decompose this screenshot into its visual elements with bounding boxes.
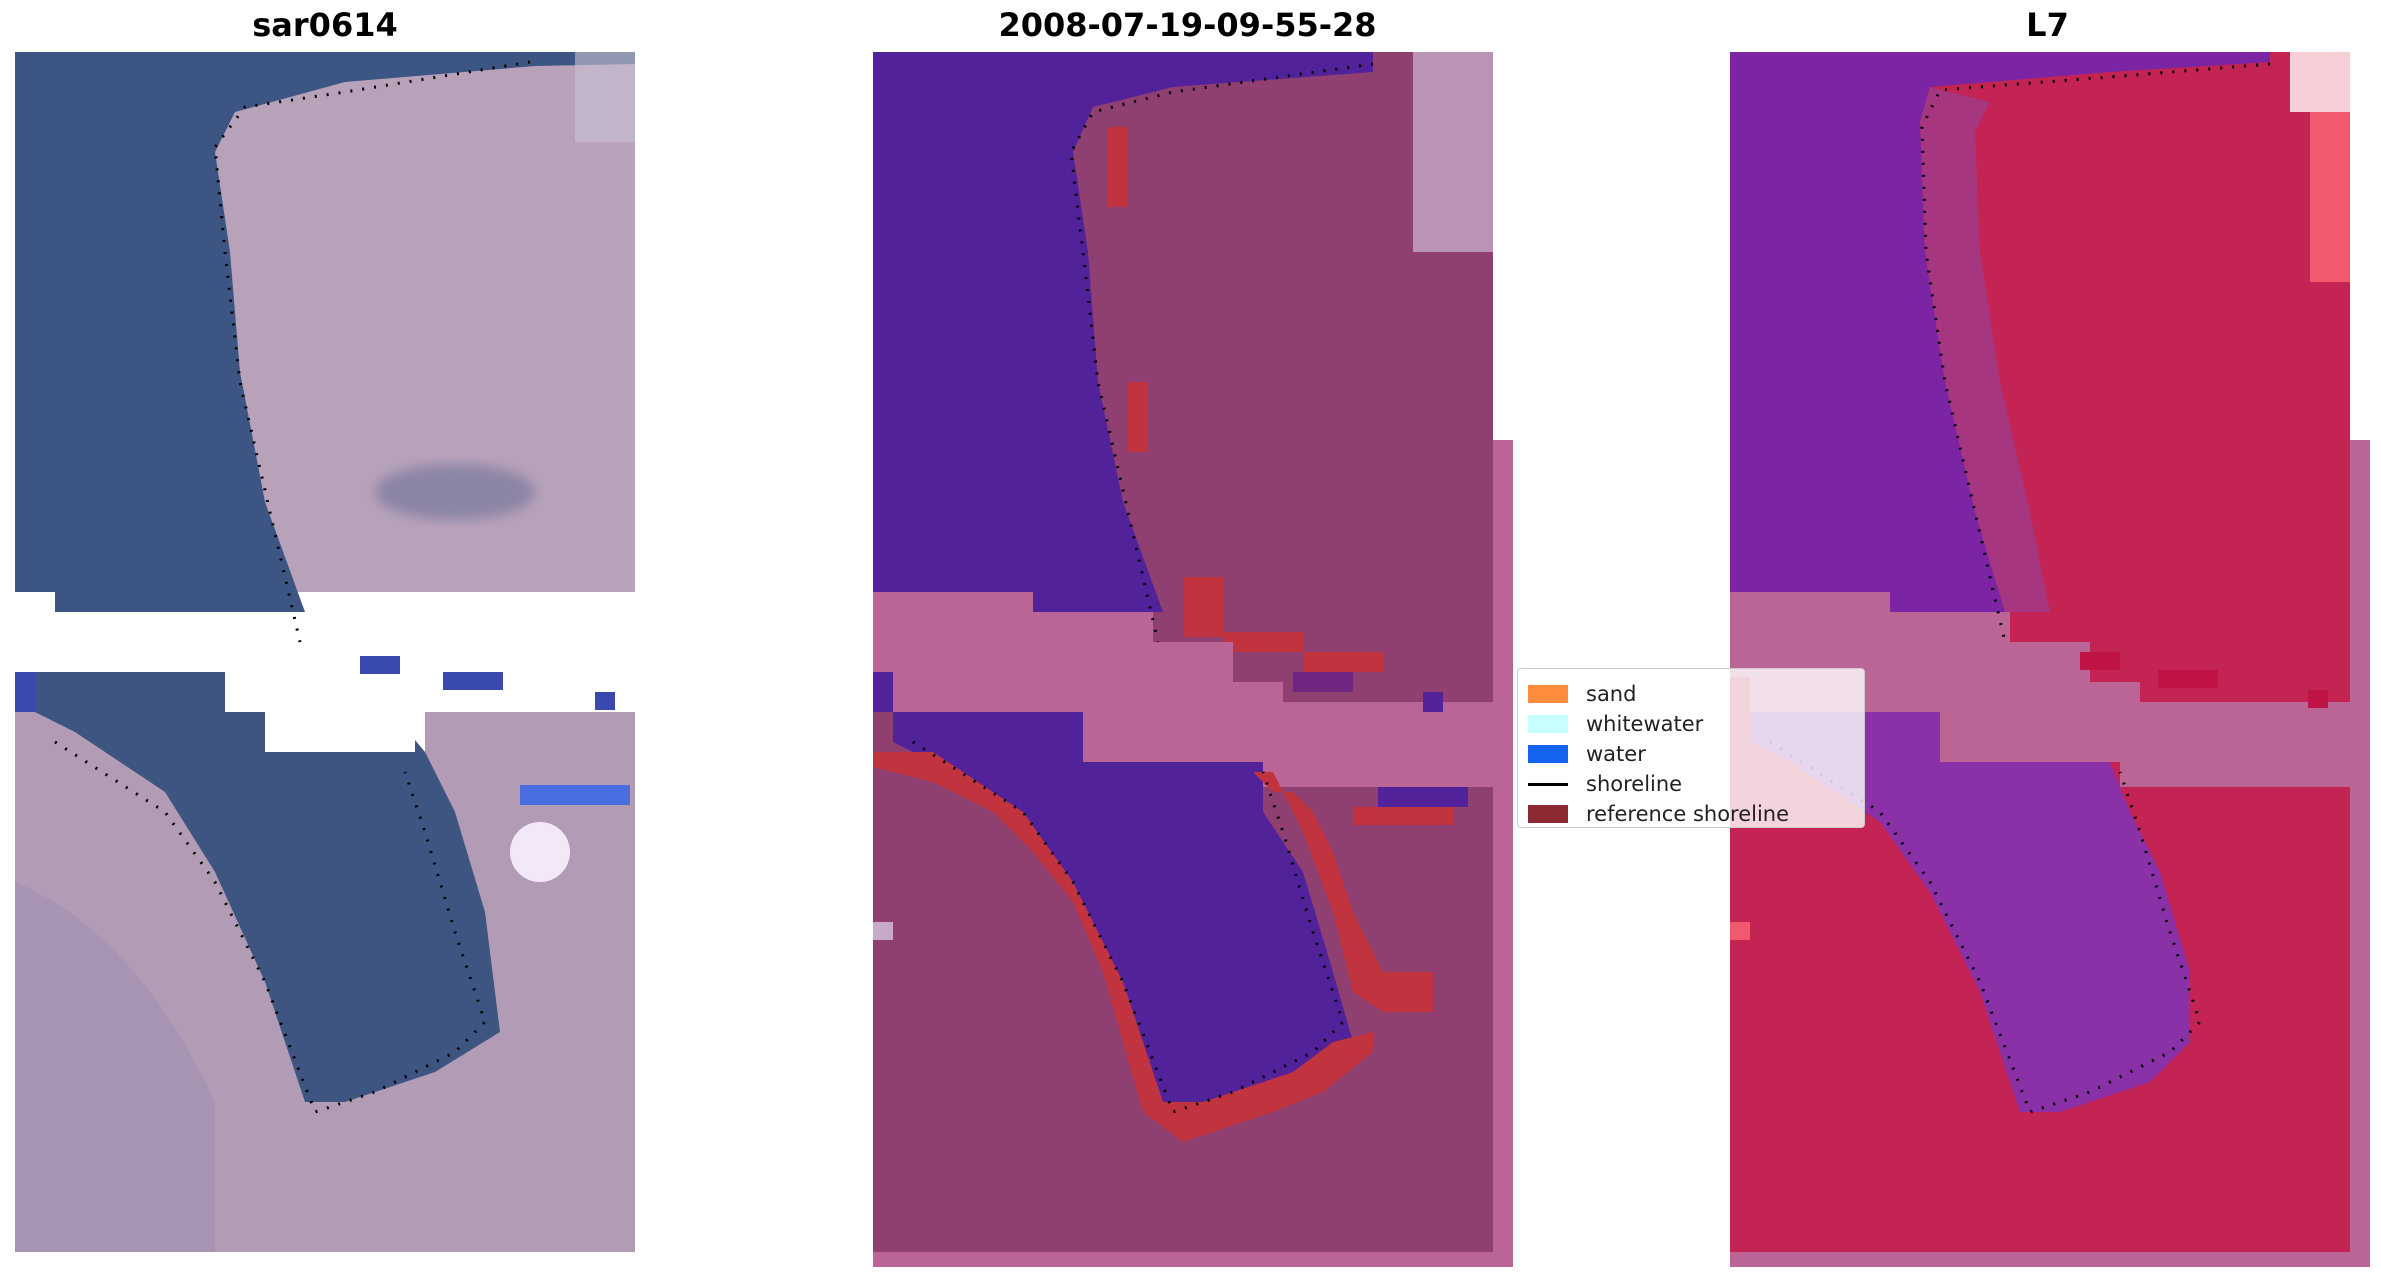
land-shadow <box>375 464 535 520</box>
no-data-gap <box>15 592 635 752</box>
water-area-upper <box>15 52 635 612</box>
bright-corner <box>2290 52 2350 112</box>
classified-shoreline-pixels <box>1183 577 1223 637</box>
panel-title-classified: 2008-07-19-09-55-28 <box>998 6 1377 44</box>
no-data-edge <box>1730 1252 2370 1267</box>
shoreline-line-swatch <box>1528 782 1568 786</box>
classified-shoreline-pixels <box>1128 382 1148 452</box>
bright-corner <box>2310 112 2350 282</box>
legend-label: sand <box>1586 682 1637 706</box>
no-data-band <box>1730 592 2370 787</box>
legend: sand whitewater water shoreline referenc… <box>1517 668 1865 828</box>
water-area-lower <box>15 672 500 1102</box>
legend-item-shoreline: shoreline <box>1518 769 1682 799</box>
index-image-panel <box>1730 52 2370 1267</box>
legend-label: shoreline <box>1586 772 1683 796</box>
legend-item-sand: sand <box>1518 679 1636 709</box>
legend-item-whitewater: whitewater <box>1518 709 1703 739</box>
shoreline <box>912 740 1345 1114</box>
legend-item-reference-shoreline: reference shoreline <box>1518 799 1790 827</box>
shoreline <box>1069 62 1374 643</box>
index-pixel <box>2308 690 2328 708</box>
shoreline <box>54 740 487 1114</box>
transition-zone <box>1920 87 2050 612</box>
sand-swatch <box>1528 685 1568 703</box>
bright-pixel <box>873 922 893 940</box>
classified-shoreline-pixels <box>1253 772 1433 1012</box>
bright-strip <box>1413 52 1493 252</box>
index-pixel <box>2235 787 2325 805</box>
water-class-upper <box>873 52 1373 612</box>
classified-shoreline-pixels <box>1223 632 1303 652</box>
legend-label: reference shoreline <box>1586 802 1790 826</box>
whitewater-swatch <box>1528 715 1568 733</box>
water-pixel <box>360 656 400 674</box>
no-data-edge <box>873 1252 1513 1267</box>
index-pixel <box>2158 670 2218 688</box>
water-pixel <box>1423 692 1443 712</box>
shoreline <box>213 60 531 643</box>
panel-title-rgb: sar0614 <box>252 6 398 44</box>
land-texture <box>15 882 215 1252</box>
classified-shoreline-pixels <box>1108 127 1128 207</box>
classified-image-panel <box>873 52 1513 1267</box>
no-data-edge <box>1493 440 1513 1267</box>
index-panel-overlap <box>1730 670 1870 830</box>
shoreline <box>1769 740 2202 1114</box>
no-data-band <box>873 592 1513 787</box>
water-pixel <box>15 672 35 712</box>
water-swatch <box>1528 745 1568 763</box>
legend-label: water <box>1586 742 1646 766</box>
water-pixel <box>873 672 893 712</box>
water-pixel <box>520 785 630 805</box>
bright-strip <box>575 52 635 142</box>
rgb-image-panel <box>15 52 635 1252</box>
water-index-upper <box>1730 52 2270 612</box>
water-pixel <box>1378 787 1468 807</box>
bright-spot <box>510 822 570 882</box>
legend-label: whitewater <box>1586 712 1704 736</box>
water-pixel <box>1293 672 1353 692</box>
index-pixel <box>2080 652 2120 670</box>
water-index-lower <box>1750 712 2190 1112</box>
legend-item-water: water <box>1518 739 1646 769</box>
water-pixel <box>595 692 615 710</box>
classified-shoreline-pixels <box>1303 652 1383 672</box>
reference-shoreline-swatch <box>1528 805 1568 823</box>
classified-shoreline-pixels <box>1353 807 1453 825</box>
panel-title-index: L7 <box>2026 6 2069 44</box>
water-pixel <box>443 672 503 690</box>
no-data-edge <box>2350 440 2370 1267</box>
bright-pixel <box>1730 922 1750 940</box>
